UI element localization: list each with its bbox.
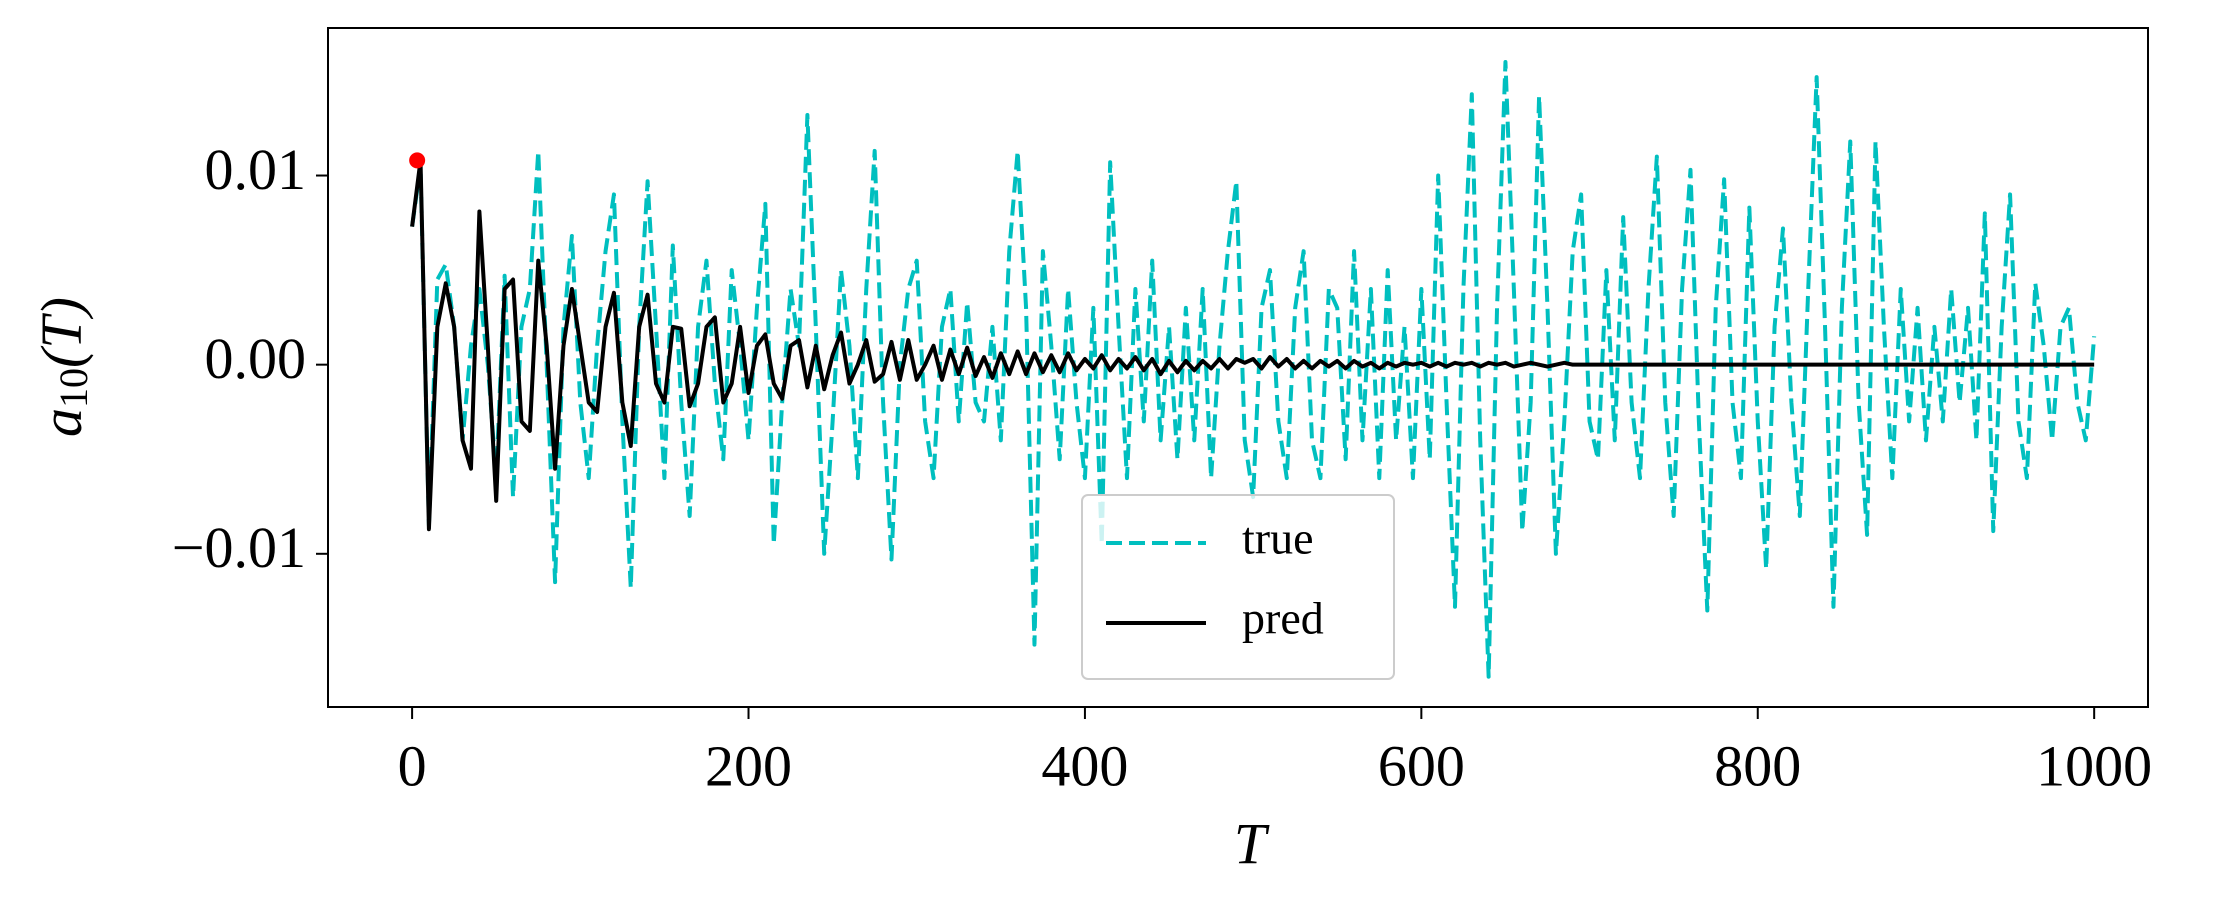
y-tick-label: 0.01 [205, 137, 307, 202]
legend-label: pred [1242, 593, 1324, 644]
x-axis-label: T [1234, 811, 1270, 876]
legend-label: true [1242, 513, 1314, 564]
legend-box [1081, 494, 1395, 680]
series-line [410, 158, 2095, 532]
plot-area: 0 200 400 600 800 1000 −0.01 0.00 0.01 true pred [172, 27, 2152, 798]
x-tick-label: 400 [1041, 733, 1128, 798]
marker [409, 152, 426, 169]
y-tick-label: −0.01 [172, 515, 306, 580]
y-tick-label: 0.00 [205, 326, 307, 391]
y-label-rest: (T) [29, 297, 94, 368]
axes-frame [327, 27, 2149, 708]
x-tick-label: 800 [1714, 733, 1801, 798]
x-tick-label: 200 [705, 733, 792, 798]
y-label-base: a [29, 408, 94, 437]
x-tick-label: 600 [1378, 733, 1465, 798]
y-label-subscript: 10 [51, 368, 96, 408]
legend: true pred [1081, 494, 1395, 680]
x-tick-label: 0 [398, 733, 427, 798]
x-tick-label: 1000 [2036, 733, 2152, 798]
y-axis-label: a10(T) [29, 297, 96, 437]
